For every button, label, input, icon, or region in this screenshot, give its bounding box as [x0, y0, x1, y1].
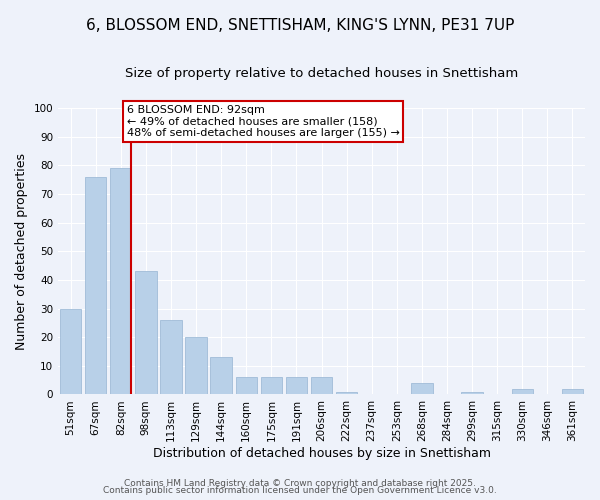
Bar [236, 378, 257, 394]
Bar [336, 392, 357, 394]
Text: Contains HM Land Registry data © Crown copyright and database right 2025.: Contains HM Land Registry data © Crown c… [124, 478, 476, 488]
Bar [260, 378, 282, 394]
Bar [461, 392, 483, 394]
Bar [60, 308, 81, 394]
Bar [211, 357, 232, 395]
Bar [311, 378, 332, 394]
Text: 6 BLOSSOM END: 92sqm
← 49% of detached houses are smaller (158)
48% of semi-deta: 6 BLOSSOM END: 92sqm ← 49% of detached h… [127, 105, 400, 138]
Bar [135, 272, 157, 394]
Text: 6, BLOSSOM END, SNETTISHAM, KING'S LYNN, PE31 7UP: 6, BLOSSOM END, SNETTISHAM, KING'S LYNN,… [86, 18, 514, 32]
Bar [85, 177, 106, 394]
Bar [411, 383, 433, 394]
Bar [562, 388, 583, 394]
X-axis label: Distribution of detached houses by size in Snettisham: Distribution of detached houses by size … [152, 447, 491, 460]
Bar [512, 388, 533, 394]
Bar [160, 320, 182, 394]
Title: Size of property relative to detached houses in Snettisham: Size of property relative to detached ho… [125, 68, 518, 80]
Bar [110, 168, 131, 394]
Text: Contains public sector information licensed under the Open Government Licence v3: Contains public sector information licen… [103, 486, 497, 495]
Bar [286, 378, 307, 394]
Bar [185, 337, 207, 394]
Y-axis label: Number of detached properties: Number of detached properties [15, 153, 28, 350]
